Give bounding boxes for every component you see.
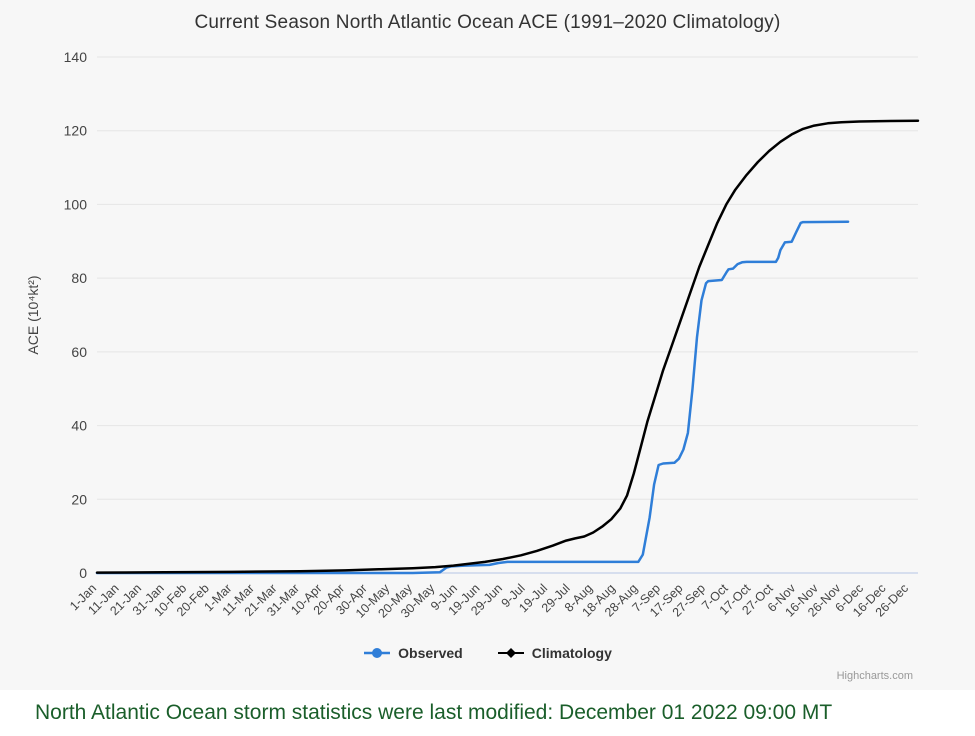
y-axis-tick-label: 0 xyxy=(79,565,87,581)
legend-item-climatology[interactable]: Climatology xyxy=(497,645,612,661)
legend-label-climatology: Climatology xyxy=(531,645,612,661)
y-axis-tick-label: 60 xyxy=(71,344,87,360)
y-axis-tick-label: 140 xyxy=(64,49,88,65)
climatology-legend-marker-icon xyxy=(497,648,524,658)
y-axis-tick-label: 100 xyxy=(64,196,88,212)
y-axis-tick-label: 40 xyxy=(71,418,87,434)
y-axis-tick-label: 120 xyxy=(64,123,88,139)
chart-title: Current Season North Atlantic Ocean ACE … xyxy=(194,12,781,33)
observed-legend-marker-icon xyxy=(364,648,391,658)
legend-item-observed[interactable]: Observed xyxy=(363,645,463,661)
chart-legend: Observed Climatology xyxy=(0,645,975,661)
y-axis-tick-label: 80 xyxy=(71,270,87,286)
y-axis-tick-label: 20 xyxy=(71,491,87,507)
highcharts-credit-link[interactable]: Highcharts.com xyxy=(836,670,913,682)
ace-chart: Current Season North Atlantic Ocean ACE … xyxy=(0,12,975,682)
observed-series-line[interactable] xyxy=(95,220,850,575)
legend-label-observed: Observed xyxy=(398,645,463,661)
ace-chart-plot: 0204060801001201401-Jan11-Jan21-Jan31-Ja… xyxy=(25,49,920,621)
last-modified-text: North Atlantic Ocean storm statistics we… xyxy=(35,701,833,724)
climatology-series-line[interactable] xyxy=(95,119,920,574)
status-bar: North Atlantic Ocean storm statistics we… xyxy=(0,690,975,736)
y-axis-title: ACE (10⁴kt²) xyxy=(25,275,41,354)
